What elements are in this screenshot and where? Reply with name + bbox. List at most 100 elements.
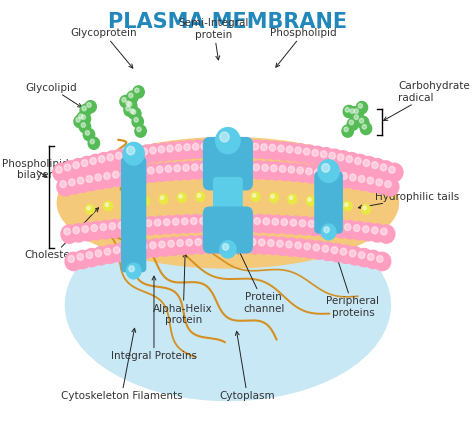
Circle shape xyxy=(146,220,152,227)
Circle shape xyxy=(130,169,137,176)
Circle shape xyxy=(216,128,240,153)
Circle shape xyxy=(358,252,365,259)
Circle shape xyxy=(312,150,319,156)
Circle shape xyxy=(109,223,116,230)
FancyBboxPatch shape xyxy=(203,138,252,190)
Circle shape xyxy=(129,93,133,98)
Circle shape xyxy=(204,238,210,245)
Circle shape xyxy=(345,203,348,207)
Circle shape xyxy=(80,104,91,116)
Circle shape xyxy=(261,144,267,151)
Circle shape xyxy=(380,164,387,171)
Circle shape xyxy=(263,218,269,225)
Circle shape xyxy=(301,240,318,258)
Circle shape xyxy=(133,150,139,156)
Circle shape xyxy=(322,245,328,252)
Circle shape xyxy=(220,132,229,142)
Circle shape xyxy=(326,222,333,229)
Circle shape xyxy=(345,108,349,112)
Circle shape xyxy=(165,165,172,172)
Circle shape xyxy=(373,176,390,194)
Circle shape xyxy=(182,218,188,225)
Circle shape xyxy=(344,127,348,132)
Circle shape xyxy=(122,245,129,252)
Circle shape xyxy=(309,146,326,164)
Circle shape xyxy=(250,161,267,179)
Circle shape xyxy=(215,140,232,157)
Circle shape xyxy=(142,217,159,235)
Circle shape xyxy=(126,106,130,111)
Circle shape xyxy=(164,219,170,225)
Circle shape xyxy=(127,221,134,228)
Text: Glycoprotein: Glycoprotein xyxy=(71,28,137,68)
Circle shape xyxy=(292,239,309,257)
Circle shape xyxy=(296,217,313,235)
Circle shape xyxy=(227,164,233,170)
Circle shape xyxy=(79,223,96,241)
Circle shape xyxy=(132,110,136,114)
Circle shape xyxy=(175,144,182,151)
Circle shape xyxy=(364,174,381,192)
Circle shape xyxy=(354,109,358,113)
Circle shape xyxy=(124,104,135,116)
Circle shape xyxy=(265,236,282,255)
Circle shape xyxy=(180,161,197,180)
Circle shape xyxy=(195,238,201,245)
Circle shape xyxy=(197,160,214,179)
Circle shape xyxy=(105,203,109,207)
Circle shape xyxy=(119,242,137,260)
Circle shape xyxy=(336,223,342,230)
Circle shape xyxy=(258,140,275,159)
Circle shape xyxy=(297,167,303,174)
Text: Semi-Integral
protein: Semi-Integral protein xyxy=(179,18,249,60)
Circle shape xyxy=(233,160,250,179)
Circle shape xyxy=(362,124,366,129)
Circle shape xyxy=(147,167,154,174)
Circle shape xyxy=(97,221,114,239)
Circle shape xyxy=(323,219,340,237)
Circle shape xyxy=(141,243,147,250)
Circle shape xyxy=(131,244,138,251)
Text: Peripheral
proteins: Peripheral proteins xyxy=(327,248,380,318)
Circle shape xyxy=(271,194,274,198)
Circle shape xyxy=(121,148,138,166)
Circle shape xyxy=(206,160,223,179)
Text: Cytoskeleton Filaments: Cytoskeleton Filaments xyxy=(61,328,182,401)
Circle shape xyxy=(122,198,131,208)
Circle shape xyxy=(77,253,83,260)
Circle shape xyxy=(367,253,374,260)
Circle shape xyxy=(200,218,206,225)
Circle shape xyxy=(124,218,141,236)
Circle shape xyxy=(124,151,130,158)
Circle shape xyxy=(79,121,91,133)
Circle shape xyxy=(164,142,181,160)
Circle shape xyxy=(82,226,89,233)
Circle shape xyxy=(85,130,90,135)
Circle shape xyxy=(124,200,127,204)
Circle shape xyxy=(190,140,207,158)
Circle shape xyxy=(363,206,366,210)
Circle shape xyxy=(113,247,120,254)
Circle shape xyxy=(343,106,355,118)
Circle shape xyxy=(127,146,135,155)
Circle shape xyxy=(104,201,113,211)
Circle shape xyxy=(173,218,179,225)
Circle shape xyxy=(329,168,346,186)
Circle shape xyxy=(363,160,370,167)
Circle shape xyxy=(355,157,361,164)
Circle shape xyxy=(376,179,383,186)
Circle shape xyxy=(81,115,85,119)
Circle shape xyxy=(181,140,198,159)
Circle shape xyxy=(79,157,96,175)
Circle shape xyxy=(318,148,335,166)
Circle shape xyxy=(127,91,138,103)
Circle shape xyxy=(343,201,352,211)
Circle shape xyxy=(86,176,92,182)
Circle shape xyxy=(201,164,207,170)
Circle shape xyxy=(56,167,62,173)
Circle shape xyxy=(310,241,327,259)
Circle shape xyxy=(83,249,100,267)
Circle shape xyxy=(91,225,98,232)
Circle shape xyxy=(372,227,378,234)
Circle shape xyxy=(308,220,315,227)
